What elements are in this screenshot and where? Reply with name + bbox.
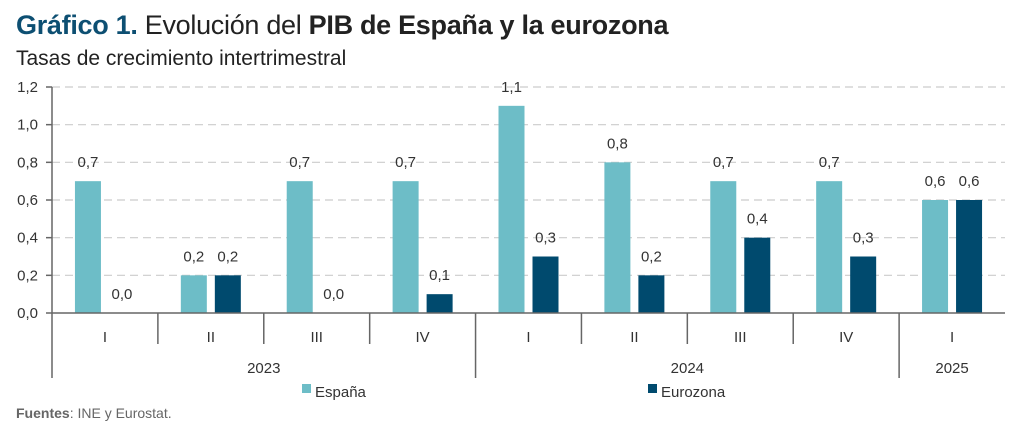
source-note: Fuentes: INE y Eurostat. [16,405,172,421]
y-tick-label: 1,0 [17,117,38,134]
bar-eurozona [850,256,877,313]
data-label: 0,0 [323,286,344,303]
data-label: 0,7 [289,154,310,171]
data-label: 0,7 [78,154,99,171]
x-tick-label: II [207,329,215,346]
bar-eurozona [744,237,771,313]
data-label: 0,0 [112,286,133,303]
y-tick-label: 0,0 [17,305,38,322]
title-text: Evolución del [144,10,309,40]
chart-title: Gráfico 1. Evolución del PIB de España y… [16,10,668,41]
data-label: 0,2 [183,248,204,265]
bar-espana [922,200,949,313]
legend-swatch [302,384,311,393]
bar-espana [498,105,525,313]
year-label: 2024 [671,360,704,377]
data-label: 0,6 [959,173,980,190]
x-tick-label: I [950,329,954,346]
data-label: 0,2 [641,248,662,265]
x-tick-label: II [630,329,638,346]
data-label: 0,1 [429,267,450,284]
y-tick-label: 0,8 [17,154,38,171]
bar-eurozona [532,256,559,313]
bar-eurozona [426,294,453,313]
bar-espana [604,162,631,313]
data-label: 1,1 [501,79,522,96]
year-label: 2025 [935,360,968,377]
x-tick-label: III [310,329,323,346]
y-tick-label: 0,2 [17,267,38,284]
data-label: 0,2 [217,248,238,265]
bar-espana [816,181,843,313]
bar-eurozona [638,275,665,313]
bar-eurozona [956,200,983,313]
source-text: : INE y Eurostat. [69,405,172,421]
data-label: 0,8 [607,135,628,152]
year-label: 2023 [247,360,280,377]
y-tick-label: 0,4 [17,230,38,247]
bar-espana [286,181,313,313]
chart-subtitle: Tasas de crecimiento intertrimestral [16,47,347,70]
data-label: 0,7 [819,154,840,171]
data-label: 0,7 [395,154,416,171]
y-tick-label: 1,2 [17,79,38,96]
data-label: 0,3 [853,230,874,247]
x-tick-label: IV [839,329,853,346]
x-tick-label: I [526,329,530,346]
bar-espana [74,181,101,313]
bar-eurozona [214,275,241,313]
legend-label: España [315,384,367,401]
bar-espana [710,181,737,313]
bar-espana [392,181,419,313]
data-label: 0,6 [925,173,946,190]
y-tick-label: 0,6 [17,192,38,209]
data-label: 0,4 [747,211,768,228]
legend-swatch [648,384,657,393]
source-label: Fuentes [16,405,70,421]
data-label: 0,7 [713,154,734,171]
chart-number: Gráfico 1. [16,10,138,40]
legend-label: Eurozona [661,384,726,401]
bar-espana [180,275,207,313]
x-tick-label: I [103,329,107,346]
x-tick-label: III [734,329,747,346]
data-label: 0,3 [535,230,556,247]
title-bold: PIB de España y la eurozona [308,10,669,40]
x-tick-label: IV [416,329,430,346]
